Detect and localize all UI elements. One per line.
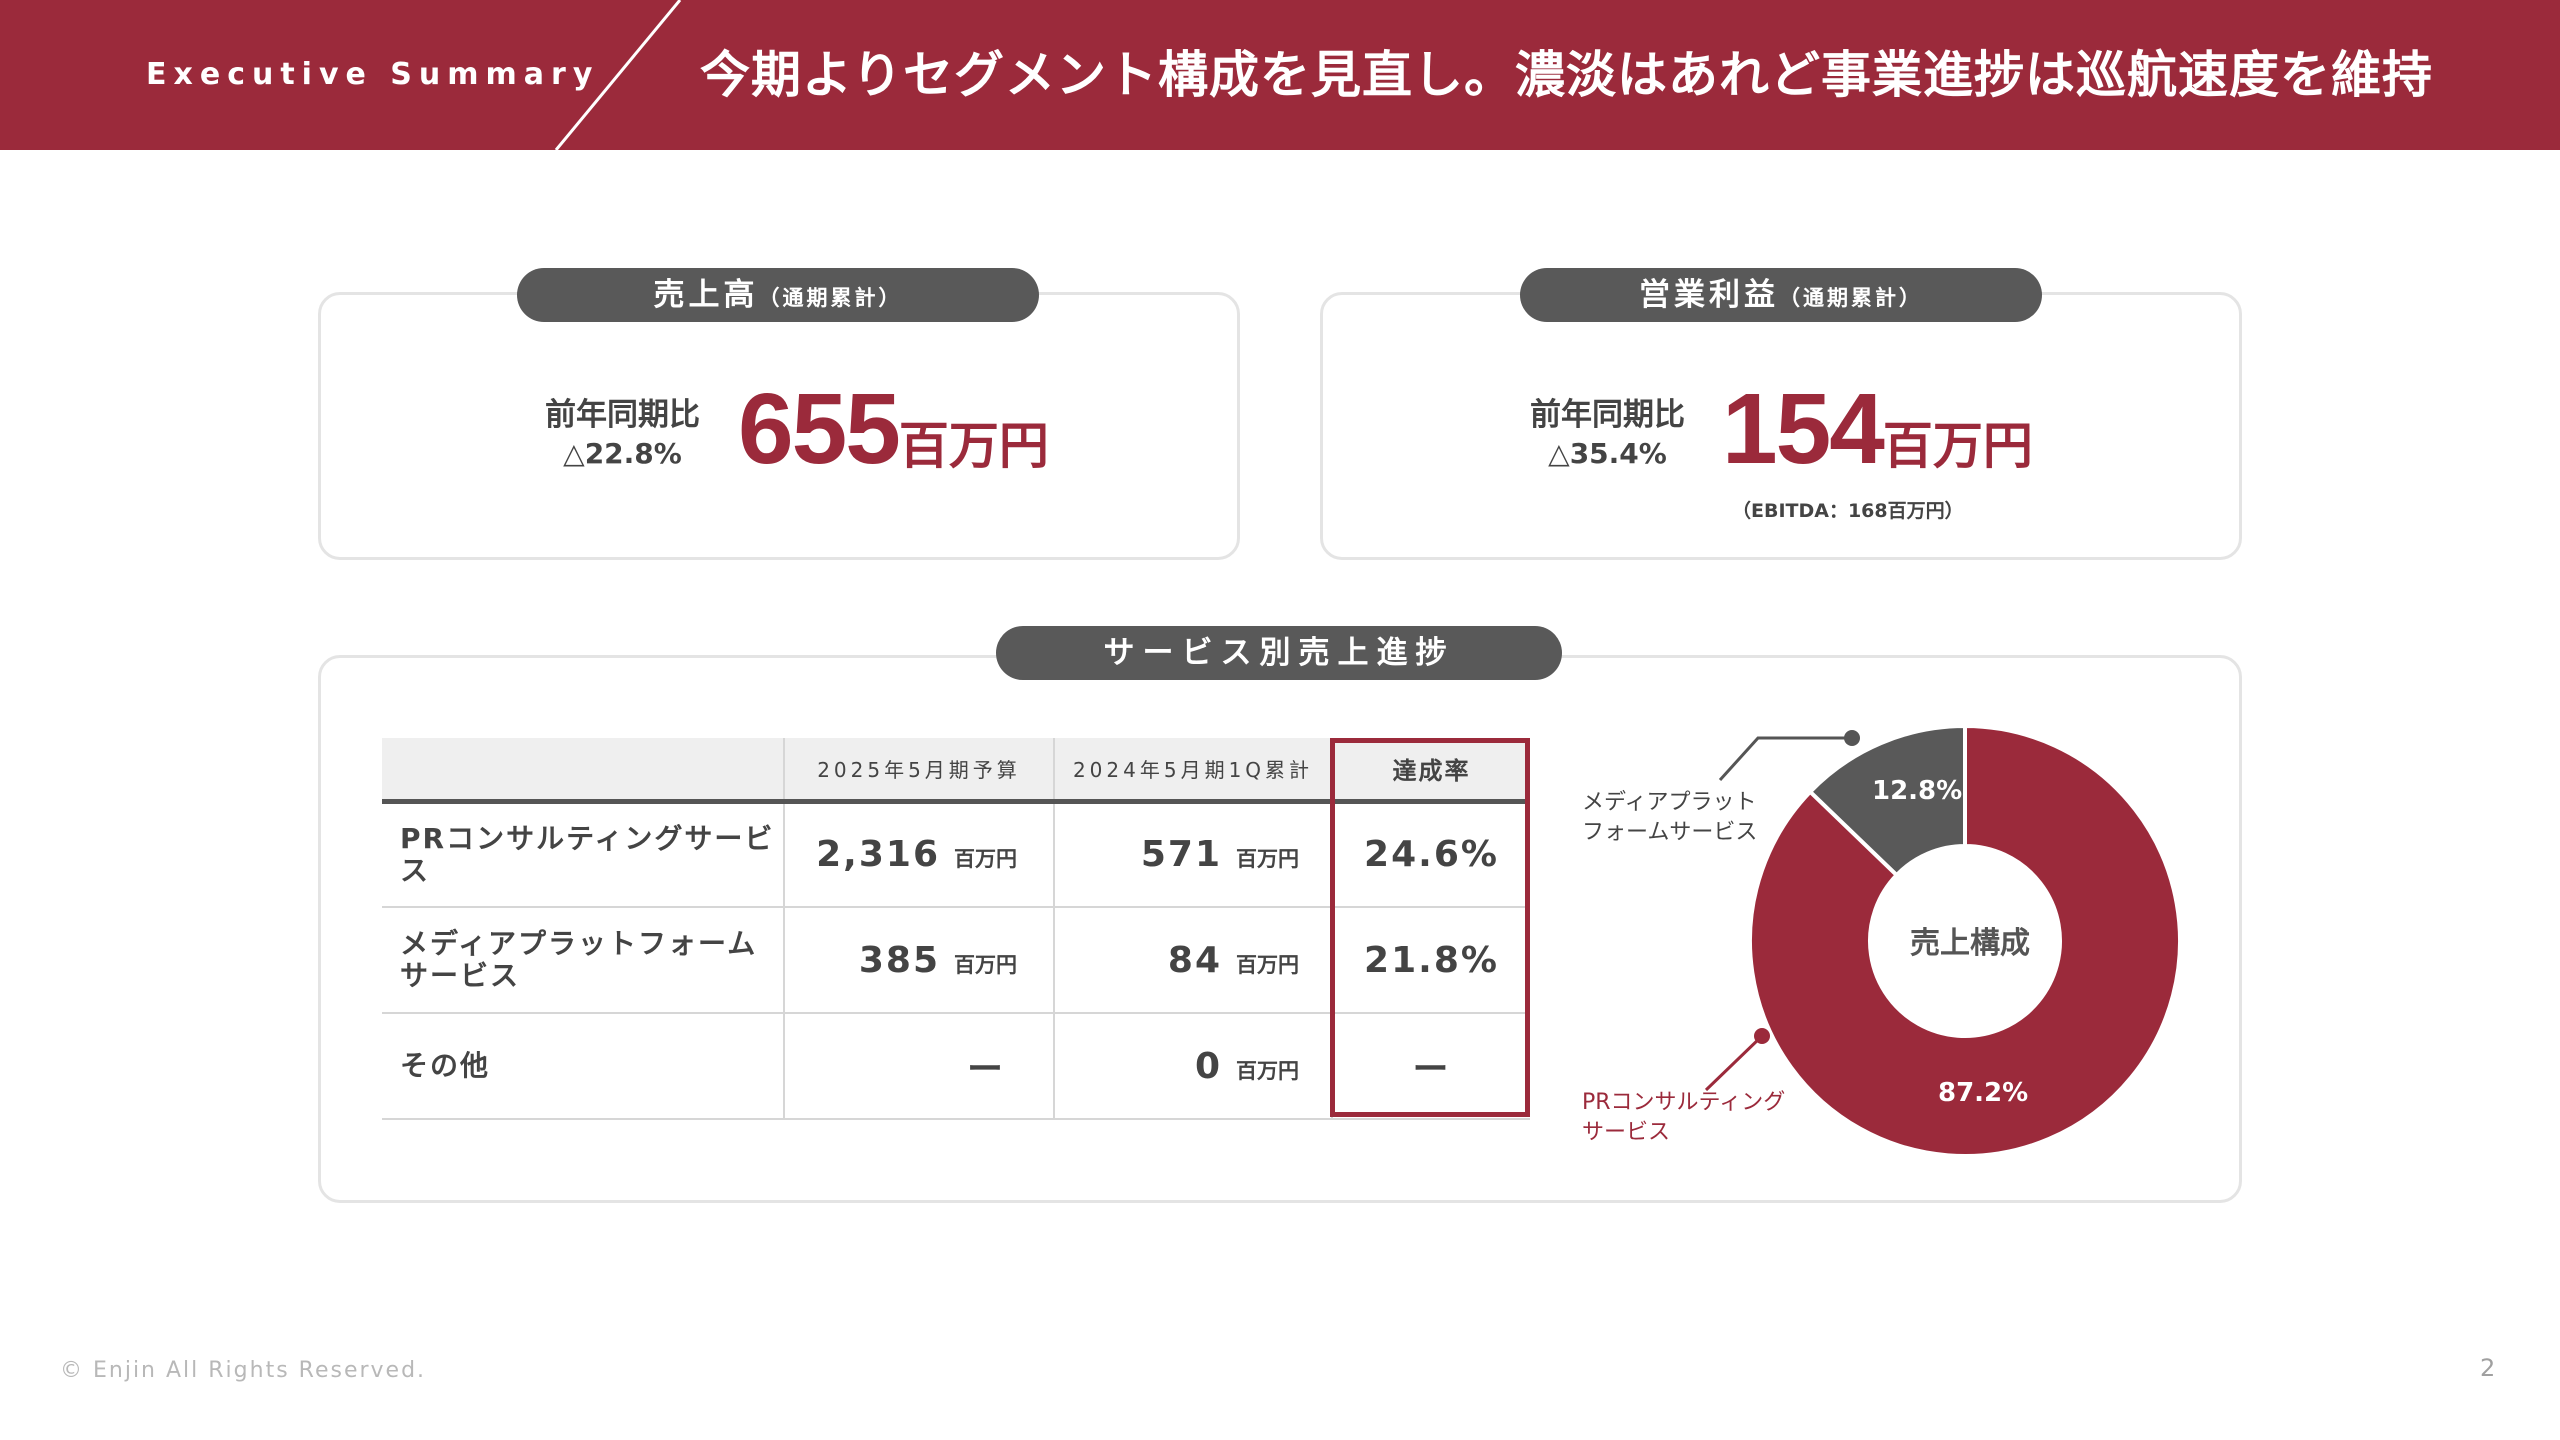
row-budget: 385 百万円 (784, 907, 1055, 1014)
profit-pill-label: 営業利益 (1639, 277, 1779, 313)
row-budget: 2,316 百万円 (784, 801, 1055, 908)
sales-unit: 百万円 (898, 417, 1049, 475)
section-tag: Executive Summary (146, 57, 600, 92)
ebitda-unit: 百万円 (1887, 500, 1945, 522)
services-pill: サービス別売上進捗 (996, 626, 1562, 680)
header-band: Executive Summary 今期よりセグメント構成を見直し。濃淡はあれど… (0, 0, 2560, 150)
profit-value: 154百万円 (1722, 372, 2033, 487)
row-service-name: その他 (382, 1013, 785, 1120)
budget-unit: 百万円 (954, 847, 1017, 872)
ebitda-suffix: ） (1944, 500, 1964, 522)
profit-pill: 営業利益（通期累計） (1520, 268, 2042, 322)
profit-card (1320, 292, 2242, 560)
copyright: © Enjin All Rights Reserved. (60, 1358, 427, 1383)
budget-value: ー (966, 1049, 1003, 1090)
profit-number: 154 (1722, 373, 1885, 485)
row-service-name: メディアプラットフォーム サービス (382, 907, 785, 1014)
profit-unit: 百万円 (1882, 417, 2033, 475)
budget-value: 385 (858, 939, 940, 981)
legend-media: メディアプラット フォームサービス (1582, 790, 1758, 845)
row-rate: 24.6% (1332, 801, 1530, 908)
sales-pill-sub: （通期累計） (758, 286, 903, 310)
page-title: 今期よりセグメント構成を見直し。濃淡はあれど事業進捗は巡航速度を維持 (700, 46, 2433, 104)
profit-yoy-label: 前年同期比 (1530, 397, 1685, 433)
col-header-rate: 達成率 (1332, 738, 1530, 804)
sales-number: 655 (738, 373, 901, 485)
col-header-budget: 2025年5月期予算 (784, 738, 1055, 804)
actual-value: 0 (1194, 1045, 1222, 1087)
budget-unit: 百万円 (954, 952, 1017, 977)
col-header-service (382, 738, 785, 804)
sales-yoy: 前年同期比 △22.8% (530, 395, 715, 473)
ebitda-note: （EBITDA：168百万円） (1732, 496, 1964, 523)
actual-unit: 百万円 (1236, 847, 1299, 872)
sales-yoy-label: 前年同期比 (545, 397, 700, 433)
header-slash-divider (554, 0, 682, 150)
profit-yoy-value: △35.4% (1548, 437, 1667, 470)
table-row: メディアプラットフォーム サービス 385 百万円 84 百万円 21.8% (382, 907, 1530, 1014)
actual-value: 571 (1140, 834, 1222, 876)
row-rate: 21.8% (1332, 907, 1530, 1014)
page-number: 2 (2480, 1354, 2496, 1382)
actual-value: 84 (1167, 939, 1222, 981)
col-header-actual: 2024年5月期1Q累計 (1054, 738, 1333, 804)
table-row: その他 ー 0 百万円 ー (382, 1013, 1530, 1120)
row-actual: 571 百万円 (1054, 801, 1333, 908)
sales-value: 655百万円 (738, 372, 1049, 487)
ebitda-prefix: （EBITDA：168 (1732, 500, 1888, 522)
budget-value: 2,316 (816, 834, 940, 876)
services-table: 2025年5月期予算 2024年5月期1Q累計 達成率 PRコンサルティングサー… (382, 738, 1530, 1120)
row-actual: 84 百万円 (1054, 907, 1333, 1014)
actual-unit: 百万円 (1236, 1058, 1299, 1083)
row-budget: ー (784, 1013, 1055, 1120)
row-rate: ー (1332, 1013, 1530, 1120)
row-actual: 0 百万円 (1054, 1013, 1333, 1120)
sales-pill: 売上高（通期累計） (517, 268, 1039, 322)
profit-pill-sub: （通期累計） (1779, 286, 1923, 310)
row-service-name: PRコンサルティングサービス (382, 801, 785, 908)
sales-card (318, 292, 1240, 560)
donut-slice-pr (1748, 723, 2182, 1158)
pr-share-label: 87.2% (1938, 1078, 2029, 1108)
donut-center-label: 売上構成 (1910, 926, 2030, 961)
actual-unit: 百万円 (1236, 952, 1299, 977)
sales-yoy-value: △22.8% (563, 437, 682, 470)
legend-pr: PRコンサルティング サービス (1582, 1090, 1786, 1145)
table-header-row: 2025年5月期予算 2024年5月期1Q累計 達成率 (382, 738, 1530, 804)
table-row: PRコンサルティングサービス 2,316 百万円 571 百万円 24.6% (382, 801, 1530, 908)
rate-highlight-box (1330, 738, 1530, 1117)
sales-pill-label: 売上高 (653, 277, 759, 313)
media-share-label: 12.8% (1872, 776, 1963, 806)
profit-yoy: 前年同期比 △35.4% (1515, 395, 1700, 473)
